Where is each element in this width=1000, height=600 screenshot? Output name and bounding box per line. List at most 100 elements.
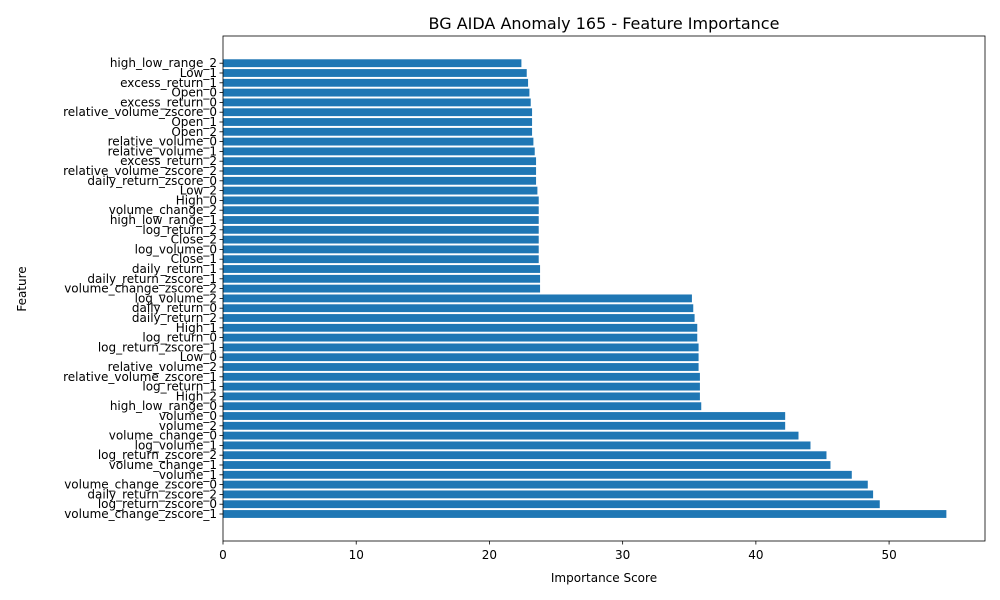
y-tick-label: High_2 — [176, 389, 217, 403]
y-tick-label: relative_volume_1 — [108, 144, 217, 158]
bar-volume_1 — [223, 470, 852, 479]
bar-Open_2 — [223, 127, 533, 136]
x-tick-label: 10 — [349, 548, 364, 562]
y-tick-label: Open_2 — [171, 125, 217, 139]
bar-daily_return_zscore_0 — [223, 176, 537, 185]
bar-relative_volume_zscore_1 — [223, 372, 700, 381]
y-axis-label: Feature — [15, 266, 29, 311]
y-tick-label: Low_1 — [180, 66, 217, 80]
y-tick-label: daily_return_1 — [132, 262, 217, 276]
bar-log_return_zscore_2 — [223, 451, 827, 460]
y-tick-label: log_return_zscore_0 — [98, 497, 217, 511]
y-tick-label: Open_0 — [171, 86, 217, 100]
bar-daily_return_2 — [223, 314, 695, 322]
y-tick-label: volume_change_0 — [109, 429, 217, 443]
y-tick-label: Open_1 — [171, 115, 217, 129]
bar-high_low_range_2 — [223, 59, 522, 68]
bar-volume_change_1 — [223, 461, 831, 469]
y-tick-label: Low_0 — [180, 350, 217, 364]
bar-volume_change_2 — [223, 206, 539, 215]
y-tick-label: daily_return_0 — [132, 301, 217, 315]
bar-daily_return_0 — [223, 304, 694, 313]
bar-high_low_range_1 — [223, 216, 539, 224]
y-tick-label: log_volume_2 — [135, 291, 217, 305]
x-tick-label: 0 — [219, 548, 227, 562]
plot-frame — [222, 35, 986, 542]
y-tick-label: log_volume_1 — [135, 438, 217, 452]
y-tick-label: relative_volume_zscore_2 — [63, 164, 217, 178]
bar-volume_change_zscore_2 — [223, 284, 541, 293]
bar-relative_volume_1 — [223, 147, 535, 156]
y-tick-label: excess_return_2 — [120, 154, 217, 168]
y-tick-label: daily_return_zscore_2 — [87, 487, 217, 501]
y-tick-label: daily_return_zscore_1 — [87, 272, 217, 286]
x-tick-label: 20 — [482, 548, 497, 562]
y-tick-label: high_low_range_1 — [110, 213, 217, 227]
y-tick-label: volume_1 — [159, 468, 217, 482]
bar-Open_1 — [223, 118, 533, 126]
bar-Low_2 — [223, 186, 538, 195]
y-tick-label: volume_2 — [159, 419, 217, 433]
x-axis-ticks: 0 10 20 30 40 50 — [219, 541, 897, 562]
y-tick-label: excess_return_0 — [120, 95, 217, 109]
bar-daily_return_1 — [223, 265, 541, 273]
y-axis-ticks: volume_change_zscore_1log_return_zscore_… — [63, 56, 223, 521]
y-tick-label: log_return_0 — [142, 331, 217, 345]
y-tick-label: volume_change_zscore_0 — [64, 478, 217, 492]
bar-volume_change_zscore_1 — [223, 510, 947, 518]
y-tick-label: High_0 — [176, 193, 217, 207]
y-tick-label: excess_return_1 — [120, 76, 217, 90]
y-tick-label: log_return_zscore_2 — [98, 448, 217, 462]
y-tick-label: relative_volume_2 — [108, 360, 217, 374]
bar-high_low_range_0 — [223, 402, 702, 411]
y-tick-label: high_low_range_2 — [110, 56, 217, 70]
bars-group — [223, 59, 947, 518]
bar-log_return_0 — [223, 333, 698, 342]
bar-log_volume_2 — [223, 294, 692, 303]
bar-Open_0 — [223, 88, 530, 97]
y-tick-label: Low_2 — [180, 184, 217, 198]
y-tick-label: volume_change_zscore_1 — [64, 507, 217, 521]
bar-log_return_zscore_0 — [223, 500, 880, 509]
y-tick-label: volume_change_1 — [109, 458, 217, 472]
x-tick-label: 30 — [615, 548, 630, 562]
y-tick-label: volume_0 — [159, 409, 217, 423]
bar-log_return_zscore_1 — [223, 343, 699, 352]
y-tick-label: log_return_zscore_1 — [98, 340, 217, 354]
bar-daily_return_zscore_1 — [223, 274, 541, 283]
bar-daily_return_zscore_2 — [223, 490, 874, 499]
bar-excess_return_0 — [223, 98, 531, 107]
x-axis-label: Importance Score — [551, 571, 657, 585]
bar-High_0 — [223, 196, 539, 205]
bar-Low_0 — [223, 353, 699, 362]
chart-title: BG AIDA Anomaly 165 - Feature Importance — [429, 14, 780, 33]
bar-Close_2 — [223, 235, 539, 244]
y-tick-label: log_return_1 — [142, 380, 217, 394]
y-tick-label: relative_volume_0 — [108, 135, 217, 149]
bar-High_1 — [223, 323, 698, 332]
y-tick-label: High_1 — [176, 321, 217, 335]
bar-volume_0 — [223, 412, 786, 420]
bar-Close_1 — [223, 255, 539, 264]
y-tick-label: log_return_2 — [142, 223, 217, 237]
y-tick-label: relative_volume_zscore_1 — [63, 370, 217, 384]
y-tick-label: high_low_range_0 — [110, 399, 217, 413]
bar-relative_volume_zscore_0 — [223, 108, 533, 117]
bar-log_return_1 — [223, 382, 700, 391]
x-tick-label: 40 — [748, 548, 763, 562]
bar-relative_volume_zscore_2 — [223, 167, 537, 175]
bar-Low_1 — [223, 69, 527, 77]
x-tick-label: 50 — [881, 548, 896, 562]
y-tick-label: daily_return_zscore_0 — [87, 174, 217, 188]
bar-volume_2 — [223, 421, 786, 430]
y-tick-label: daily_return_2 — [132, 311, 217, 325]
bar-relative_volume_0 — [223, 137, 534, 146]
y-tick-label: volume_change_zscore_2 — [64, 282, 217, 296]
y-tick-label: volume_change_2 — [109, 203, 217, 217]
bar-volume_change_zscore_0 — [223, 480, 868, 489]
bar-log_return_2 — [223, 225, 539, 234]
bar-excess_return_1 — [223, 78, 529, 87]
bar-log_volume_0 — [223, 245, 539, 254]
bar-High_2 — [223, 392, 700, 401]
